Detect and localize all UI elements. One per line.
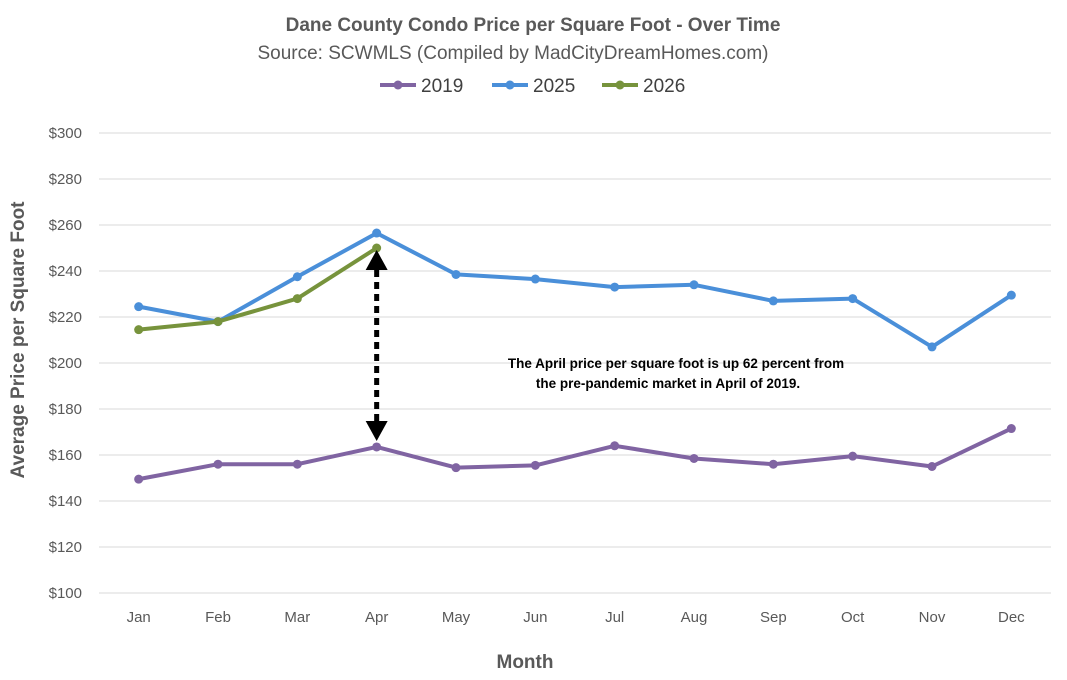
data-point-2025 (451, 269, 461, 279)
y-tick-label: $180 (49, 401, 82, 418)
series-2026 (134, 243, 382, 335)
data-point-2019 (768, 459, 778, 469)
data-point-2025 (689, 280, 699, 290)
data-point-2019 (292, 459, 302, 469)
chart-title: Dane County Condo Price per Square Foot … (286, 15, 781, 36)
data-point-2025 (848, 294, 858, 304)
data-point-2025 (134, 302, 144, 312)
x-tick-label: Jun (523, 609, 547, 626)
y-tick-label: $200 (49, 355, 82, 372)
data-point-2026 (134, 325, 144, 335)
y-tick-label: $100 (49, 585, 82, 602)
y-tick-label: $220 (49, 309, 82, 326)
data-point-2019 (134, 474, 144, 484)
y-tick-label: $260 (49, 217, 82, 234)
legend-label-2019: 2019 (421, 76, 463, 97)
data-point-2025 (372, 228, 382, 238)
legend-entry-2025: 2025 (492, 76, 575, 97)
legend-label-2025: 2025 (533, 76, 575, 97)
data-point-2019 (689, 453, 699, 463)
x-tick-label: Jan (127, 609, 151, 626)
series-layer (134, 228, 1016, 484)
legend-entry-2026: 2026 (602, 76, 685, 97)
arrow-head-down (365, 420, 388, 441)
data-point-2019 (1006, 424, 1016, 434)
double-arrow-icon (365, 250, 388, 441)
series-line-2025 (136, 231, 1014, 349)
y-tick-label: $160 (49, 447, 82, 464)
data-point-2019 (451, 463, 461, 473)
data-point-2025 (530, 274, 540, 284)
legend-entry-2019: 2019 (380, 76, 463, 97)
x-tick-label: Dec (998, 609, 1025, 626)
series-line-2026 (136, 246, 379, 332)
legend-marker-2019 (393, 80, 403, 90)
data-point-2019 (610, 441, 620, 451)
y-tick-label: $120 (49, 539, 82, 556)
data-point-2025 (292, 272, 302, 282)
series-2019 (134, 424, 1016, 484)
annotation: The April price per square foot is up 62… (365, 250, 844, 441)
x-tick-label: Feb (205, 609, 231, 626)
series-line-2019 (136, 426, 1014, 482)
y-tick-label: $280 (49, 171, 82, 188)
data-point-2019 (213, 459, 223, 469)
y-axis-ticks: $100 $120 $140 $160 $180 $200 $220 $240 $260 $280… (49, 125, 82, 602)
y-axis-title: Average Price per Square Foot (8, 201, 29, 479)
arrow-head-up (365, 250, 388, 270)
data-point-2019 (927, 462, 937, 471)
data-point-2025 (610, 282, 620, 292)
data-point-2025 (768, 296, 778, 306)
x-axis-ticks: Jan Feb Mar Apr May Jun Jul Aug Sep Oct Nov Dec (127, 609, 1026, 626)
x-tick-label: Sep (760, 609, 787, 626)
x-tick-label: Jul (605, 609, 624, 626)
y-tick-label: $140 (49, 493, 82, 510)
x-tick-label: Nov (919, 609, 946, 626)
legend-marker-2025 (505, 80, 515, 90)
annotation-line-1: The April price per square foot is up 62… (508, 356, 844, 371)
legend-marker-2026 (615, 80, 625, 90)
x-tick-label: Aug (681, 609, 708, 626)
data-point-2019 (372, 442, 382, 452)
x-axis-title: Month (497, 652, 554, 673)
x-tick-label: Apr (365, 609, 388, 626)
data-point-2026 (292, 294, 302, 304)
data-point-2025 (927, 342, 937, 352)
legend: 2019 2025 2026 (380, 76, 685, 97)
y-tick-label: $300 (49, 125, 82, 142)
gridlines (99, 132, 1051, 594)
legend-label-2026: 2026 (643, 76, 685, 97)
x-tick-label: Mar (284, 609, 310, 626)
data-point-2026 (213, 317, 223, 327)
x-tick-label: May (442, 609, 471, 626)
series-2025 (134, 228, 1016, 352)
x-tick-label: Oct (841, 609, 865, 626)
data-point-2026 (372, 243, 382, 253)
data-point-2025 (1006, 290, 1016, 300)
y-tick-label: $240 (49, 263, 82, 280)
chart-subtitle: Source: SCWMLS (Compiled by MadCityDream… (257, 43, 768, 64)
data-point-2019 (848, 451, 858, 461)
annotation-line-2: the pre-pandemic market in April of 2019… (536, 376, 800, 391)
data-point-2019 (530, 460, 540, 470)
